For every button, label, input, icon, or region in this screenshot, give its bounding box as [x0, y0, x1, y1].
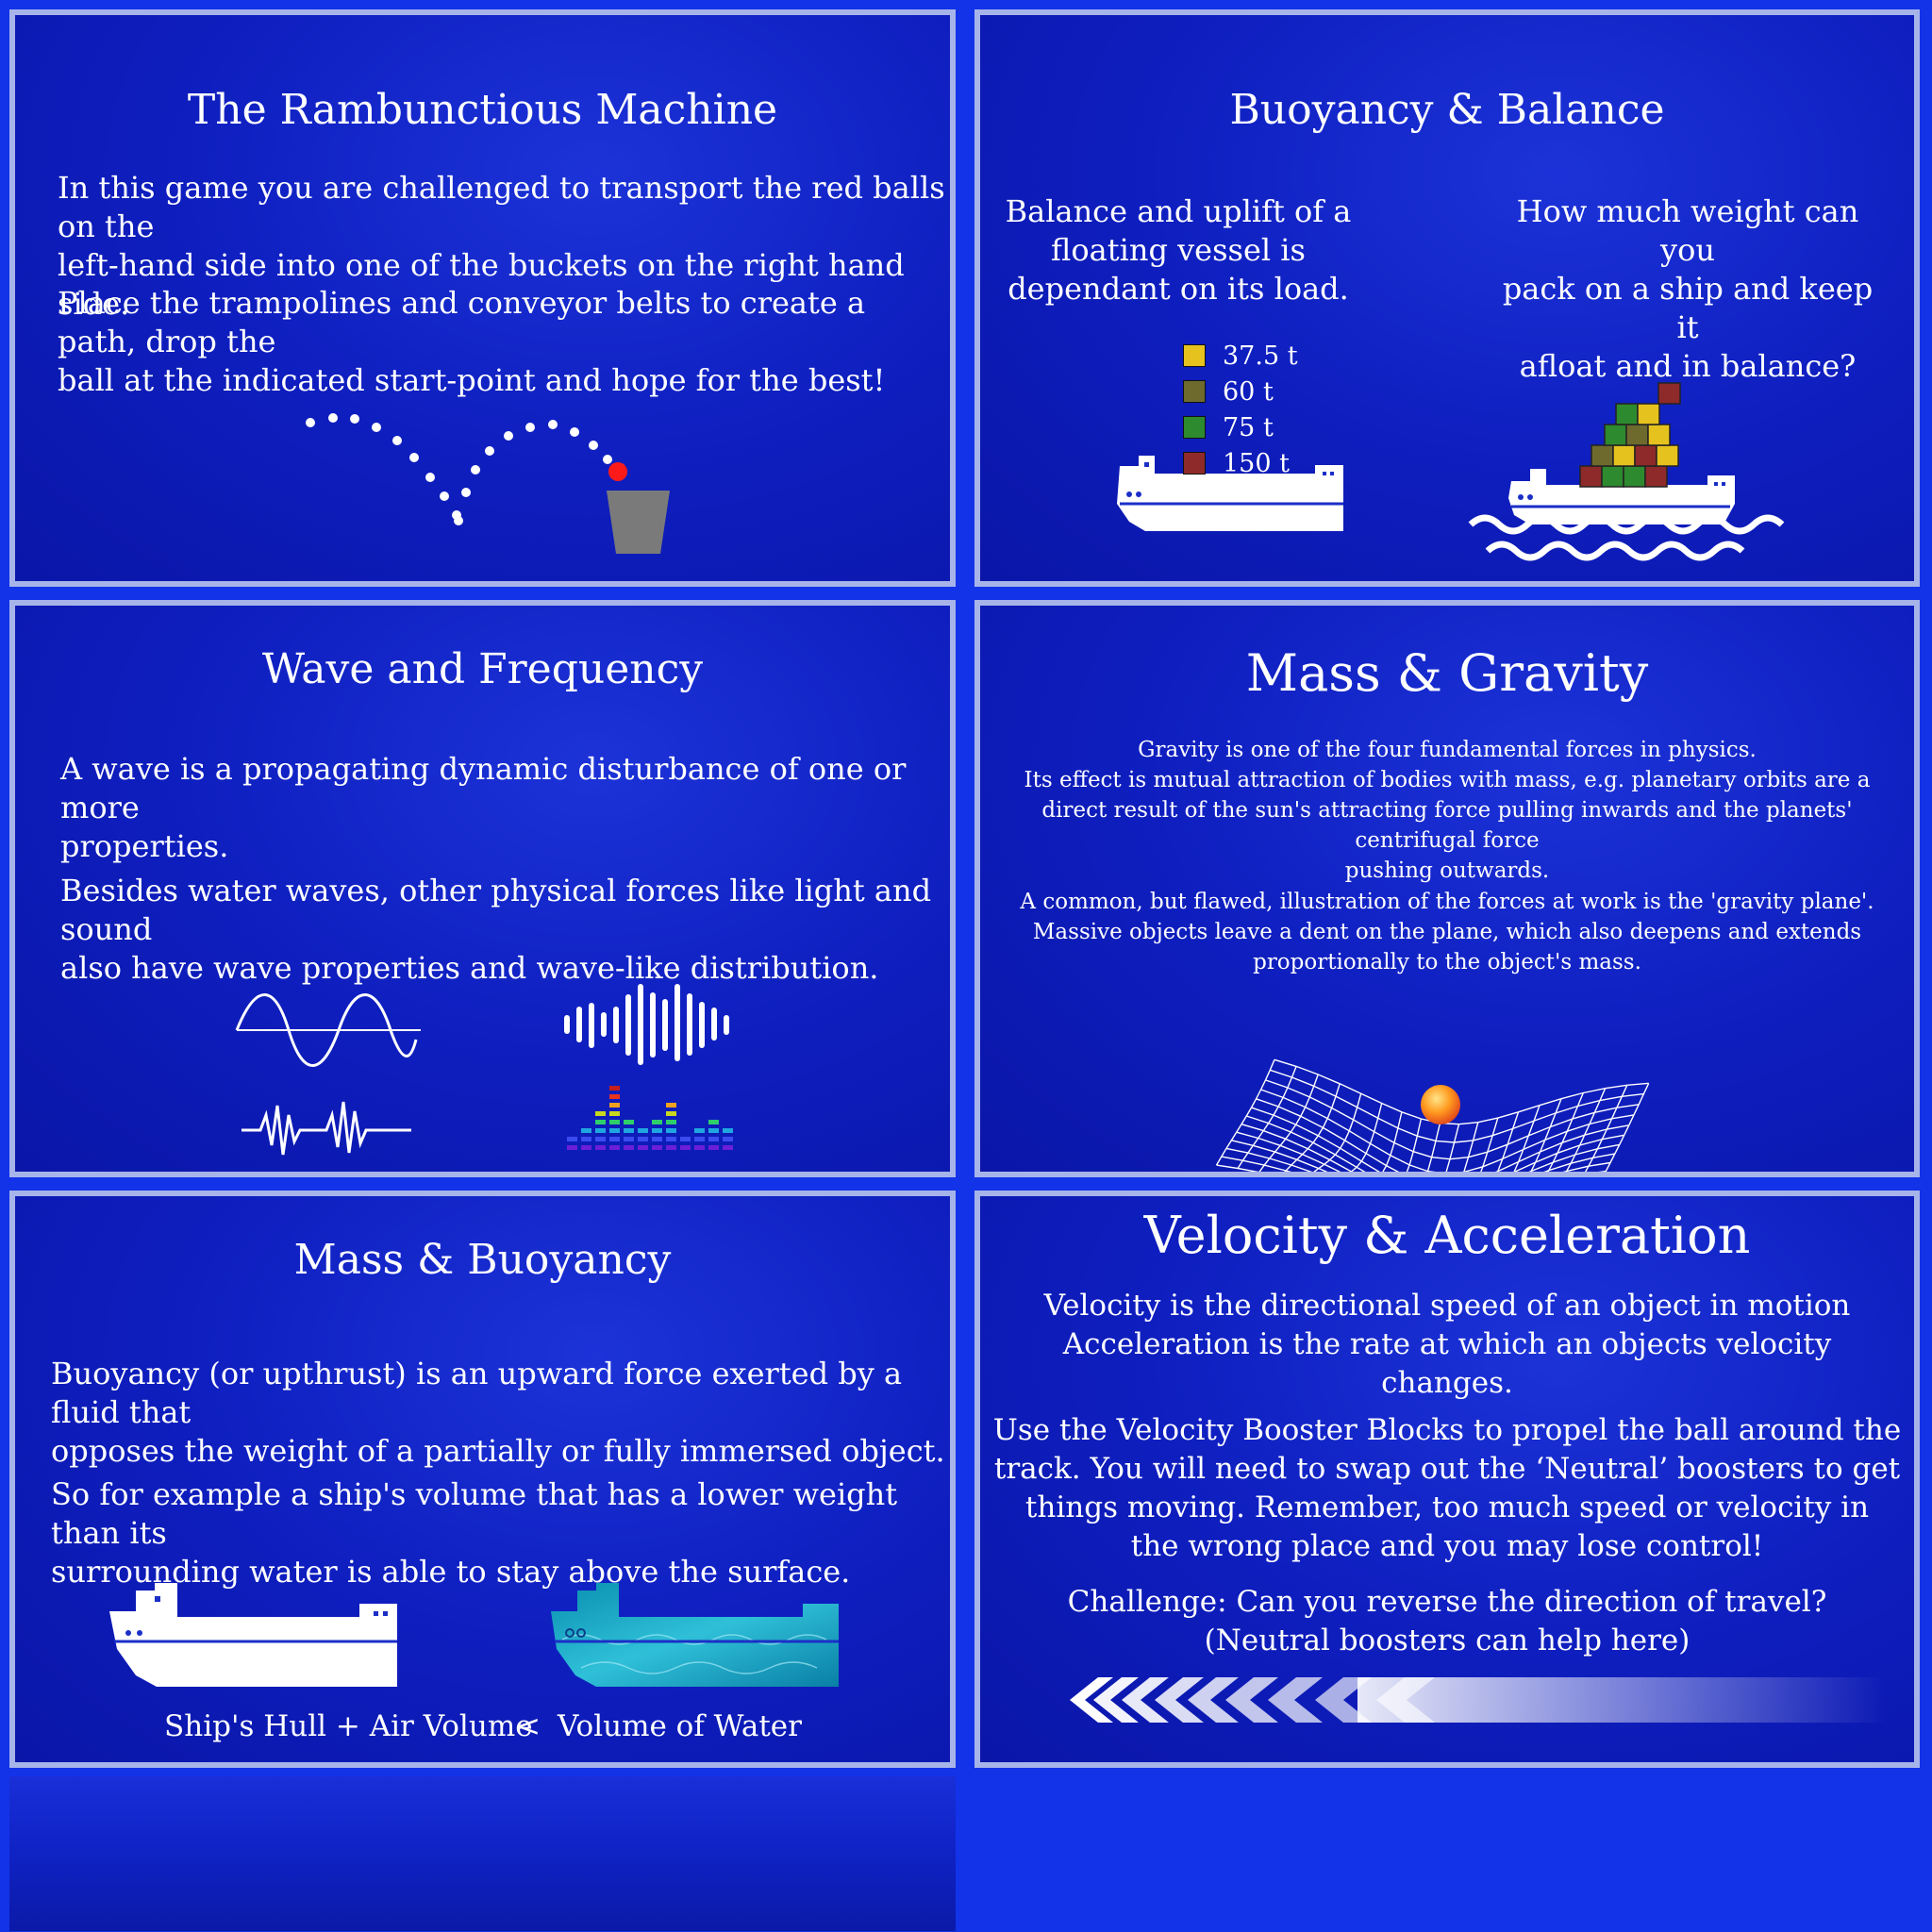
equalizer-icon [567, 1086, 733, 1150]
ship-icon [1117, 456, 1343, 531]
ship-comparison-illustration [109, 1583, 839, 1687]
gravity-plane-illustration [1215, 1058, 1650, 1172]
panel-details: Besides water waves, other physical forc… [60, 873, 932, 986]
panel-title: Mass & Buoyancy [293, 1236, 672, 1284]
legend-item: 37.5 t [1183, 338, 1298, 374]
panel-instructions: Place the trampolines and conveyor belts… [58, 285, 886, 398]
sine-wave-icon [235, 993, 418, 1067]
panel-rambunctious-machine[interactable]: The Rambunctious Machine In this game yo… [9, 9, 956, 587]
cargo-ships-illustration [1117, 382, 1785, 561]
panel-instructions: Use the Velocity Booster Blocks to prope… [992, 1413, 1902, 1563]
panel-description: Velocity is the directional speed of an … [1043, 1289, 1851, 1400]
legend-item: 75 t [1183, 409, 1298, 445]
legend-swatch [1183, 380, 1206, 403]
audio-bars-icon [564, 984, 729, 1065]
legend-swatch [1183, 452, 1206, 475]
left-description: Balance and uplift of a floating vessel … [1005, 193, 1352, 307]
panel-mass-buoyancy[interactable]: Mass & Buoyancy Buoyancy (or upthrust) i… [9, 1191, 956, 1768]
panel-title: Buoyancy & Balance [1229, 86, 1665, 134]
legend-swatch [1183, 344, 1206, 367]
panel-details: A common, but flawed, illustration of th… [1020, 890, 1874, 974]
velocity-booster-arrows [1070, 1677, 1886, 1723]
speed-trail [1357, 1677, 1886, 1723]
legend-item: 60 t [1183, 374, 1298, 409]
loaded-ship-icon [1468, 382, 1785, 561]
panel-challenge: Challenge: Can you reverse the direction… [1067, 1585, 1827, 1657]
panel-title: The Rambunctious Machine [187, 86, 778, 134]
bouncing-ball-illustration [306, 413, 670, 554]
panel-title: Wave and Frequency [261, 645, 704, 693]
legend-swatch [1183, 416, 1206, 439]
panel-mass-gravity[interactable]: Mass & Gravity Gravity is one of the fou… [974, 600, 1920, 1177]
weight-legend: 37.5 t 60 t 75 t 150 t [1183, 338, 1298, 481]
chevron-left-icon [1070, 1677, 1435, 1723]
panel-description: A wave is a propagating dynamic disturba… [60, 751, 907, 864]
wave-illustrations [235, 984, 733, 1156]
sun-ball-icon [1421, 1085, 1460, 1124]
background-strip [9, 1776, 956, 1931]
legend-item: 150 t [1183, 445, 1298, 481]
legend-label: 37.5 t [1223, 341, 1298, 371]
legend-label: 75 t [1223, 412, 1274, 442]
water-volume-ship-icon [551, 1583, 839, 1687]
panel-title: Mass & Gravity [1245, 643, 1649, 703]
panel-title: Velocity & Acceleration [1143, 1206, 1751, 1265]
panel-velocity-acceleration[interactable]: Velocity & Acceleration Velocity is the … [974, 1191, 1920, 1768]
bucket-icon [607, 491, 670, 554]
legend-label: 60 t [1223, 376, 1274, 407]
noise-wave-icon [242, 1101, 411, 1156]
panel-description: Gravity is one of the four fundamental f… [1024, 738, 1871, 883]
right-description: How much weight can you pack on a ship a… [1502, 193, 1874, 384]
red-ball [608, 462, 627, 481]
panel-wave-frequency[interactable]: Wave and Frequency A wave is a propagati… [9, 600, 956, 1177]
comparison-caption-left: Ship's Hull + Air Volume [164, 1709, 533, 1743]
comparison-operator: < [516, 1709, 541, 1743]
panel-buoyancy-balance[interactable]: Buoyancy & Balance Balance and uplift of… [974, 9, 1920, 587]
legend-label: 150 t [1223, 448, 1290, 478]
panel-description: Buoyancy (or upthrust) is an upward forc… [51, 1356, 945, 1469]
comparison-caption-right: Volume of Water [558, 1709, 802, 1743]
ship-hull-icon [109, 1583, 397, 1687]
panel-description: In this game you are challenged to trans… [58, 170, 945, 322]
ball-trajectory-dots [306, 413, 612, 525]
